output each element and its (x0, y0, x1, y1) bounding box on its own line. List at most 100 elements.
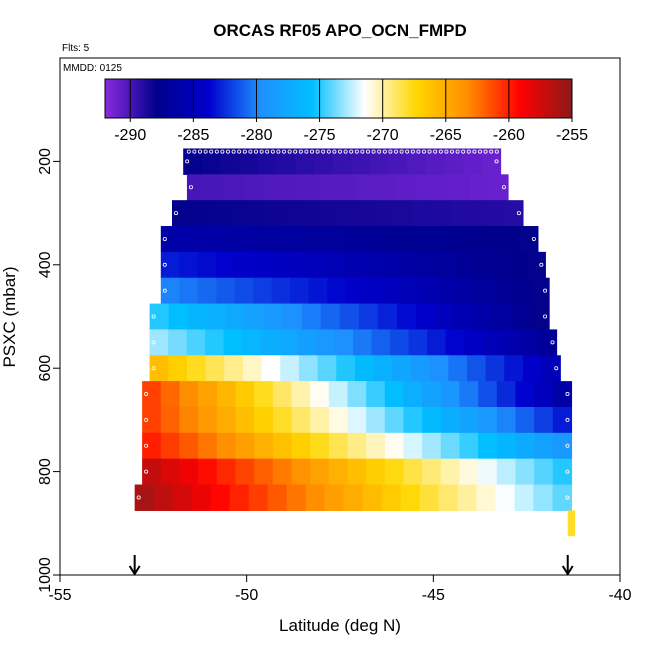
heatmap-cell (257, 148, 278, 175)
heatmap-cell (339, 303, 360, 331)
heatmap-cell (307, 251, 327, 279)
heatmap-cell (440, 381, 461, 408)
heatmap-cell (354, 355, 375, 382)
heatmap-cell (160, 406, 181, 434)
track-point (461, 149, 466, 154)
heatmap-cell (286, 484, 307, 511)
y-tick-label: 600 (37, 355, 54, 382)
track-point (304, 149, 309, 154)
flight-track-points (136, 149, 570, 500)
colorbar-tick-label: -285 (177, 127, 209, 144)
heatmap-cell (504, 355, 524, 382)
heatmap-cell (425, 148, 446, 175)
track-point (516, 211, 521, 216)
track-point (405, 149, 410, 154)
heatmap-cell (522, 355, 543, 382)
track-point (554, 366, 559, 371)
heatmap-cell (197, 251, 217, 279)
heatmap-cell (343, 251, 363, 279)
heatmap-cell (160, 458, 181, 486)
heatmap-cell (330, 226, 350, 253)
track-point (192, 149, 197, 154)
heatmap-cell (394, 174, 415, 201)
heatmap-cell (272, 381, 293, 408)
heatmap-cell (252, 251, 272, 279)
track-point (332, 149, 337, 154)
heatmap-cell (319, 200, 339, 227)
track-point (337, 149, 342, 154)
heatmap-cell (419, 484, 440, 511)
heatmap-cell (534, 381, 554, 408)
arrow-marker-head (561, 565, 574, 576)
heatmap-cell (191, 484, 212, 511)
heatmap-cell (353, 329, 373, 356)
heatmap-cell (515, 406, 535, 434)
heatmap-cell (459, 432, 479, 460)
heatmap-cell (434, 303, 455, 331)
track-point (354, 149, 359, 154)
y-axis-label: PSXC (mbar) (0, 266, 19, 367)
heatmap-cell (478, 432, 498, 460)
heatmap-cell (422, 406, 442, 434)
heatmap-cell (481, 226, 501, 253)
heatmap-cell (288, 251, 308, 279)
heatmap-cell (134, 484, 155, 511)
heatmap-cell (301, 200, 321, 227)
chart-title: ORCAS RF05 APO_OCN_FMPD (213, 21, 466, 40)
heatmap-cell (216, 277, 236, 305)
heatmap-cell (413, 174, 434, 201)
heatmap-cell (464, 329, 484, 356)
heatmap-cell (462, 226, 482, 253)
track-point (393, 149, 398, 154)
heatmap-cell (198, 458, 218, 486)
track-point (144, 469, 149, 474)
track-point (433, 149, 438, 154)
heatmap-cell (267, 484, 288, 511)
heatmap-cell (276, 148, 296, 175)
heatmap-cell (511, 303, 531, 331)
heatmap-cell (224, 355, 244, 382)
heatmap-cell (332, 148, 352, 175)
heatmap-cell (519, 329, 539, 356)
track-point (501, 185, 506, 190)
heatmap-cell (179, 251, 199, 279)
track-point (483, 149, 488, 154)
heatmap-cell (512, 277, 532, 305)
heatmap-cell (417, 251, 437, 279)
heatmap-cell (401, 277, 421, 305)
heatmap-cell (271, 277, 291, 305)
colorbar-tick-label: -275 (304, 127, 336, 144)
heatmap-cell (410, 355, 431, 382)
track-point (186, 149, 191, 154)
heatmap-cell (328, 458, 349, 486)
heatmap-cell (407, 148, 427, 175)
heatmap-cell (514, 484, 535, 511)
heatmap-cell (328, 381, 349, 408)
heatmap-cell (300, 174, 320, 201)
track-point (371, 149, 376, 154)
track-point (349, 149, 354, 154)
heatmap-cell (459, 406, 479, 434)
heatmap-cell (496, 432, 517, 460)
heatmap-cell (179, 406, 199, 434)
heatmap-cell (403, 406, 423, 434)
track-point (550, 340, 555, 345)
heatmap-cell (179, 226, 200, 253)
heatmap-cell (254, 458, 274, 486)
heatmap-cell (320, 303, 341, 331)
track-point (259, 149, 264, 154)
heatmap-cell (362, 484, 383, 511)
heatmap-cell (282, 303, 303, 331)
heatmap-cell (384, 381, 405, 408)
heatmap-cell (242, 329, 262, 356)
heatmap-cell (224, 174, 245, 201)
heatmap-cell (347, 432, 367, 460)
heatmap-cell (403, 458, 423, 486)
heatmap-cell (373, 355, 393, 382)
heatmap-cell (534, 406, 554, 434)
heatmap-cell (190, 200, 210, 227)
heatmap-cell (347, 406, 367, 434)
plot-frame (59, 57, 621, 576)
heatmap-cell (403, 432, 423, 460)
heatmap-cell (519, 226, 539, 253)
